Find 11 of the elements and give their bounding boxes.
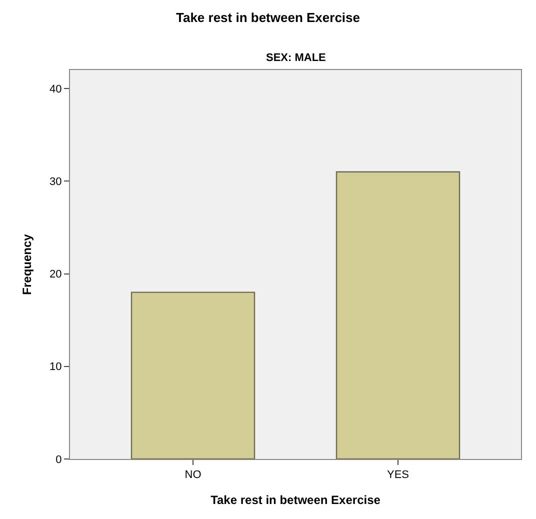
chart-title: Take rest in between Exercise <box>176 10 360 26</box>
x-tick-label: YES <box>386 469 410 482</box>
y-tick-label: 40 <box>50 83 62 96</box>
x-axis-title: Take rest in between Exercise <box>210 493 381 508</box>
x-tick-label: NO <box>184 469 202 482</box>
y-tick-label: 10 <box>50 361 62 374</box>
chart-subtitle: SEX: MALE <box>266 52 326 64</box>
y-tick-label: 0 <box>56 454 62 466</box>
y-tick-label: 20 <box>50 268 62 281</box>
y-axis-title: Frequency <box>20 234 34 295</box>
y-tick-label: 30 <box>50 176 62 188</box>
